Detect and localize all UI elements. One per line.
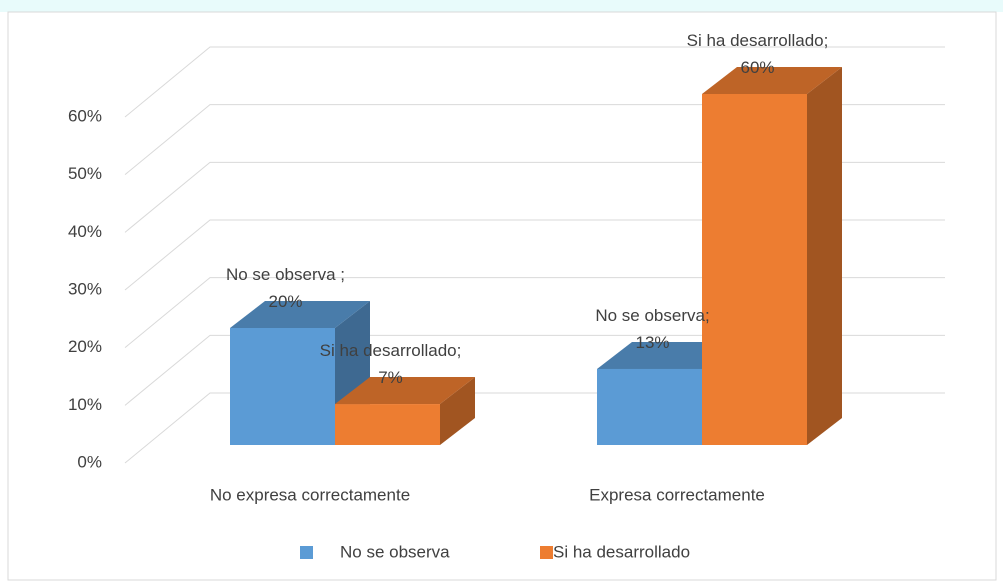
data-label: No se observa ; 20% bbox=[226, 265, 345, 311]
y-tick-label: 30% bbox=[68, 279, 102, 298]
bar bbox=[702, 67, 842, 445]
y-tick-label: 0% bbox=[77, 452, 102, 471]
grid-line bbox=[124, 334, 945, 406]
bar-top bbox=[335, 377, 475, 405]
chart-area bbox=[7, 11, 997, 581]
grid-line bbox=[124, 219, 945, 291]
y-tick-label: 20% bbox=[68, 337, 102, 356]
bar-front bbox=[702, 94, 807, 445]
bar-front bbox=[335, 404, 440, 445]
bar-side bbox=[807, 67, 842, 445]
bar-top bbox=[230, 301, 370, 328]
grid-line bbox=[124, 104, 945, 176]
y-tick-label: 10% bbox=[68, 395, 102, 414]
bar-top bbox=[702, 67, 842, 94]
x-tick-label: No expresa correctamente bbox=[210, 485, 410, 504]
bar bbox=[335, 377, 475, 445]
grid-line bbox=[124, 161, 945, 233]
bar-front bbox=[230, 328, 335, 445]
grid-line bbox=[124, 46, 945, 118]
y-tick-label: 60% bbox=[68, 106, 102, 125]
y-tick-label: 40% bbox=[68, 222, 102, 241]
legend-swatch bbox=[300, 546, 313, 559]
legend-swatch bbox=[540, 546, 553, 559]
grid-line bbox=[124, 277, 945, 349]
legend-label: Si ha desarrollado bbox=[553, 542, 690, 561]
top-strip bbox=[0, 0, 1003, 12]
x-tick-label: Expresa correctamente bbox=[589, 485, 765, 504]
y-tick-label: 50% bbox=[68, 164, 102, 183]
legend-label: No se observa bbox=[340, 542, 450, 561]
bar-side bbox=[440, 377, 475, 445]
bar-front bbox=[597, 368, 702, 445]
data-label: Si ha desarrollado; 60% bbox=[687, 31, 829, 77]
data-label: No se observa; 13% bbox=[595, 306, 709, 352]
data-label: Si ha desarrollado; 7% bbox=[320, 342, 462, 388]
